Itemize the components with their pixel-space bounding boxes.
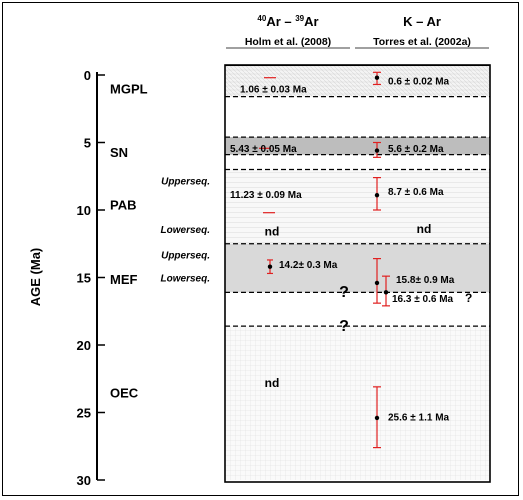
unit-label-pab: PAB: [110, 198, 136, 213]
ka-age-label: 15.8± 0.9 Ma: [396, 275, 455, 286]
header-sup-2: 39: [295, 14, 304, 23]
ka-age-point: [374, 415, 380, 421]
y-tick-label: 25: [77, 406, 91, 421]
header-part-b: Ar: [304, 14, 318, 29]
ka-age-label: 16.3 ± 0.6 Ma: [392, 294, 454, 305]
unit-band-sn: [225, 137, 490, 155]
ka-age-point: [374, 192, 380, 198]
ka-age-point: [383, 290, 389, 295]
ka-question-mark: ?: [465, 291, 472, 305]
ar-age-label: 14.2± 0.3 Ma: [279, 260, 338, 271]
uncertain-boundary-mark: ?: [339, 284, 349, 301]
ar-nd-label: nd: [265, 376, 280, 390]
unit-label-mef: MEF: [110, 272, 138, 287]
figure-frame: [2, 2, 519, 496]
ka-age-label: 0.6 ± 0.02 Ma: [388, 76, 450, 87]
header-part-a: Ar –: [266, 14, 295, 29]
unit-band-oec: [225, 326, 490, 480]
ka-nd-label: nd: [417, 222, 432, 236]
ar-age-label: 5.43 ± 0.05 Ma: [230, 144, 297, 155]
column-header-ar: 40Ar – 39Ar: [257, 14, 318, 29]
ar-nd-label: nd: [265, 225, 280, 239]
y-tick-label: 0: [84, 68, 91, 83]
ka-age-point: [374, 148, 380, 153]
y-axis-title: AGE (Ma): [28, 248, 43, 307]
sequence-label: Lowerseq.: [161, 225, 210, 236]
ka-age-point: [374, 75, 380, 80]
y-tick-label: 20: [77, 338, 91, 353]
column-subheader-ar: Holm et al. (2008): [245, 36, 331, 48]
y-tick-label: 15: [77, 271, 91, 286]
sequence-label: Lowerseq.: [161, 274, 210, 285]
ar-age-point: [267, 264, 273, 269]
header-sup-1: 40: [257, 14, 266, 23]
sequence-label: Upperseq.: [161, 176, 210, 187]
unit-band-mgpl: [225, 65, 490, 97]
column-header-ka: K – Ar: [403, 14, 441, 29]
unit-label-oec: OEC: [110, 385, 139, 400]
unit-label-mgpl: MGPL: [110, 82, 148, 97]
column-subheader-ka: Torres et al. (2002a): [373, 36, 471, 48]
y-tick-label: 30: [77, 473, 91, 488]
y-tick-label: 5: [84, 136, 91, 151]
ka-age-label: 8.7 ± 0.6 Ma: [388, 187, 444, 198]
ka-age-point: [374, 280, 380, 286]
ar-age-label: 1.06 ± 0.03 Ma: [240, 85, 307, 96]
unit-label-sn: SN: [110, 145, 128, 160]
ka-age-label: 25.6 ± 1.1 Ma: [388, 413, 450, 424]
ar-age-label: 11.23 ± 0.09 Ma: [230, 190, 302, 201]
y-tick-label: 10: [77, 203, 91, 218]
sequence-label: Upperseq.: [161, 251, 210, 262]
uncertain-boundary-mark: ?: [339, 318, 349, 335]
ka-age-label: 5.6 ± 0.2 Ma: [388, 144, 444, 155]
unit-band-pab: [225, 169, 490, 244]
